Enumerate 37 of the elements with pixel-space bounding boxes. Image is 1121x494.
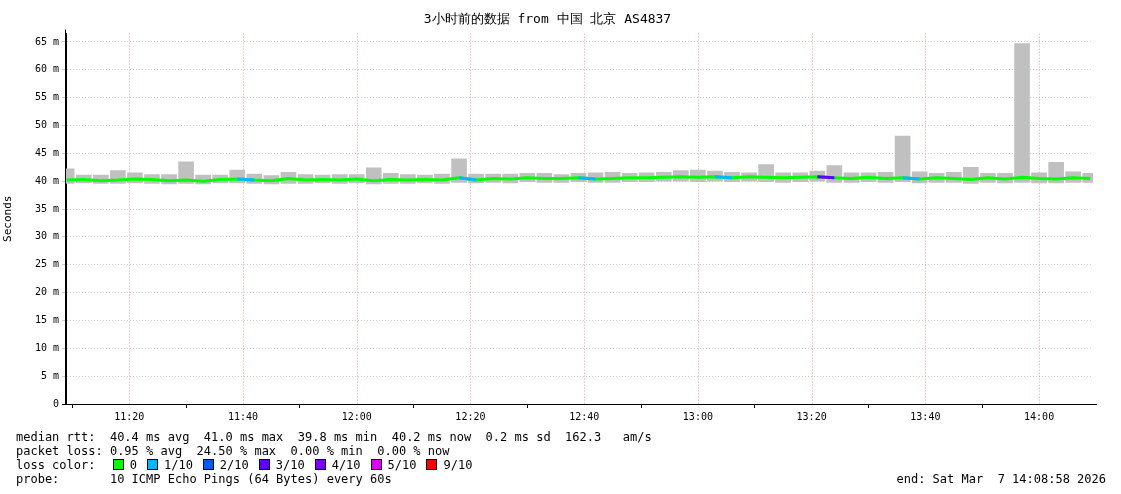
y-tick-label: 40 m xyxy=(34,174,59,186)
y-tick-label: 65 m xyxy=(34,35,59,47)
y-tick-label: 0 xyxy=(52,397,59,409)
y-tick-label: 15 m xyxy=(34,314,59,326)
text: probe: 10 ICMP Echo Pings (64 Bytes) every 60s xyxy=(16,472,392,486)
legend-label: 9/10 xyxy=(443,458,473,472)
y-tick-label: 30 m xyxy=(34,230,59,242)
text: median rtt: 40.4 ms avg 41.0 ms max 39.8 ms min 40.2 ms now 0.2 ms sd 162.3 am/s xyxy=(16,430,653,444)
y-tick-label: 5 m xyxy=(40,369,59,381)
x-tick-label: 13:00 xyxy=(682,410,713,422)
x-tick-label: 12:00 xyxy=(341,410,372,422)
legend-label: 0 xyxy=(129,458,137,472)
y-tick-label: 45 m xyxy=(34,146,59,158)
y-tick-label: 35 m xyxy=(34,202,59,214)
legend-label: 5/10 xyxy=(387,458,417,472)
y-tick-label: 10 m xyxy=(34,341,59,353)
x-tick-label: 13:20 xyxy=(796,410,827,422)
y-tick-label: 25 m xyxy=(34,258,59,270)
legend-label: 1/10 xyxy=(163,458,193,472)
x-tick-label: 12:20 xyxy=(455,410,486,422)
y-tick-label: 50 m xyxy=(34,119,59,131)
x-tick-label: 11:20 xyxy=(114,410,145,422)
text: end: Sat Mar 7 14:08:58 2026 xyxy=(896,472,1106,486)
y-tick-label: 55 m xyxy=(34,91,59,103)
legend-label: 4/10 xyxy=(331,458,361,472)
x-tick-label: 13:40 xyxy=(910,410,941,422)
x-tick-label: 14:00 xyxy=(1024,410,1055,422)
legend-title: loss color: xyxy=(16,458,96,472)
text: packet loss: 0.95 % avg 24.50 % max 0.00 % min 0.00 % now xyxy=(16,444,451,458)
chart-title: 3小时前的数据 from 中国 北京 AS4837 xyxy=(423,11,672,27)
x-tick-label: 12:40 xyxy=(569,410,600,422)
y-axis-title: Seconds xyxy=(1,195,15,242)
y-tick-label: 20 m xyxy=(34,286,59,298)
legend-label: 2/10 xyxy=(219,458,249,472)
y-tick-label: 60 m xyxy=(34,63,59,75)
x-tick-label: 11:40 xyxy=(227,410,259,422)
legend-label: 3/10 xyxy=(275,458,305,472)
